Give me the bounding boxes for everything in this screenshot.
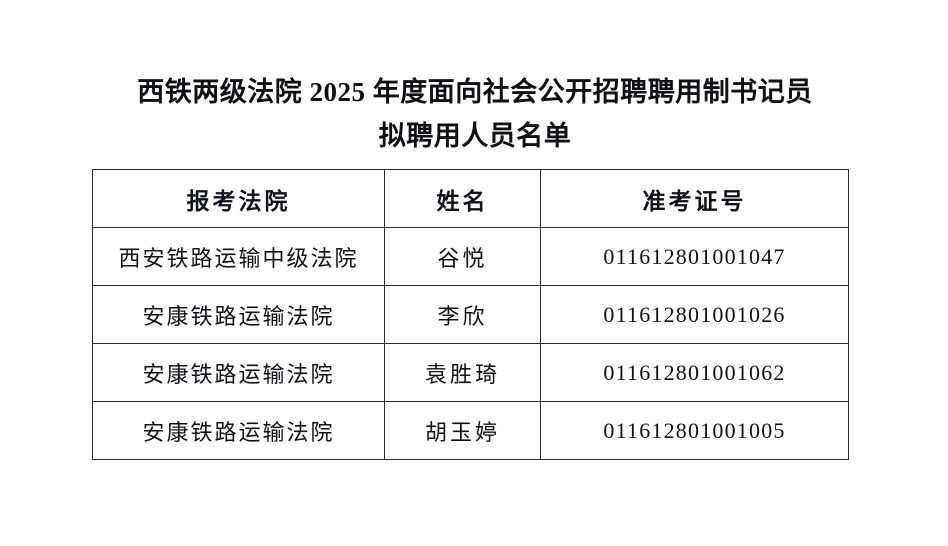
- title-line-secondary: 拟聘用人员名单: [378, 121, 572, 151]
- table-row: 安康铁路运输法院 李欣 011612801001026: [92, 285, 849, 344]
- table-row: 安康铁路运输法院 胡玉婷 011612801001005: [92, 401, 849, 460]
- column-header-ticket: 准考证号: [540, 169, 849, 228]
- title-line-primary: 西铁两级法院 2025 年度面向社会公开招聘聘用制书记员: [137, 77, 813, 107]
- column-header-court: 报考法院: [92, 169, 385, 228]
- page-title: 西铁两级法院 2025 年度面向社会公开招聘聘用制书记员 拟聘用人员名单: [0, 70, 948, 158]
- table-body: 西安铁路运输中级法院 谷悦 011612801001047 安康铁路运输法院 李…: [92, 227, 849, 460]
- cell-name: 谷悦: [384, 227, 541, 286]
- cell-court: 安康铁路运输法院: [92, 343, 385, 402]
- table-row: 西安铁路运输中级法院 谷悦 011612801001047: [92, 227, 849, 286]
- roster-table: 报考法院 姓名 准考证号 西安铁路运输中级法院 谷悦 0116128010010…: [92, 169, 849, 460]
- cell-name: 袁胜琦: [384, 343, 541, 402]
- column-header-name: 姓名: [384, 169, 541, 228]
- cell-ticket: 011612801001026: [540, 285, 849, 344]
- cell-ticket: 011612801001005: [540, 401, 849, 460]
- cell-ticket: 011612801001047: [540, 227, 849, 286]
- cell-court: 西安铁路运输中级法院: [92, 227, 385, 286]
- table-row: 安康铁路运输法院 袁胜琦 011612801001062: [92, 343, 849, 402]
- roster-table-container: 报考法院 姓名 准考证号 西安铁路运输中级法院 谷悦 0116128010010…: [92, 169, 849, 460]
- table-header-row: 报考法院 姓名 准考证号: [92, 169, 849, 228]
- cell-court: 安康铁路运输法院: [92, 285, 385, 344]
- cell-name: 李欣: [384, 285, 541, 344]
- cell-court: 安康铁路运输法院: [92, 401, 385, 460]
- cell-name: 胡玉婷: [384, 401, 541, 460]
- cell-ticket: 011612801001062: [540, 343, 849, 402]
- table-header: 报考法院 姓名 准考证号: [92, 169, 849, 228]
